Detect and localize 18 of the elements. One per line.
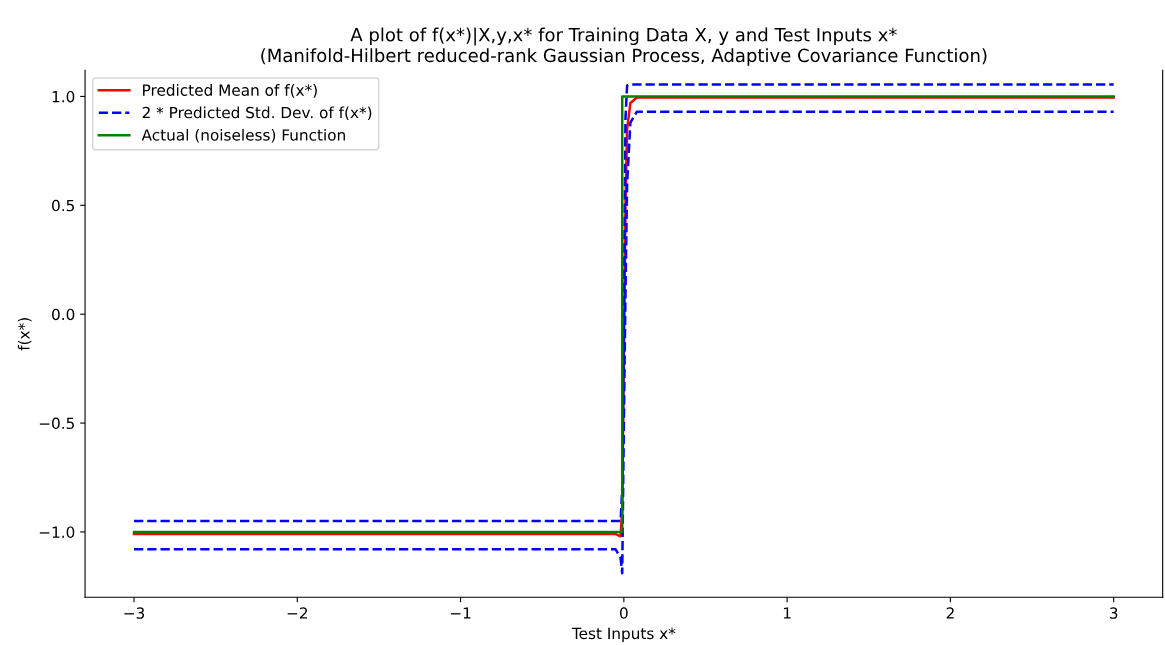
y-tick-label: 0.5 [52,199,74,212]
x-tick-label: 2 [946,607,954,619]
y-tick-label: −1.0 [39,526,75,538]
chart-title: A plot of f(x*)|X,y,x* for Training Data X, y and Test Inputs x* (Manifold-Hilbert reduced-rank Gaussian Process, Adaptive Covariance Function) [261,27,987,66]
legend-label: 2 * Predicted Std. Dev. of f(x*) [142,106,372,121]
legend-label: Actual (noiseless) Function [141,128,345,143]
y-axis-title: f(x*) [17,318,32,351]
y-tick-label: −0.5 [39,417,74,430]
x-tick-label: −1 [450,607,471,619]
x-axis-title: Test Inputs x* [571,627,676,643]
x-tick-label: 1 [783,607,791,619]
y-tick-label: 1.0 [52,90,75,103]
x-tick-label: 0 [620,607,628,619]
x-tick-label: −3 [124,607,145,619]
x-tick-label: −2 [287,607,308,619]
legend-label: Predicted Mean of f(x*) [143,84,317,98]
y-tick-label: 0.0 [52,308,75,321]
x-tick-label: 3 [1109,607,1118,619]
